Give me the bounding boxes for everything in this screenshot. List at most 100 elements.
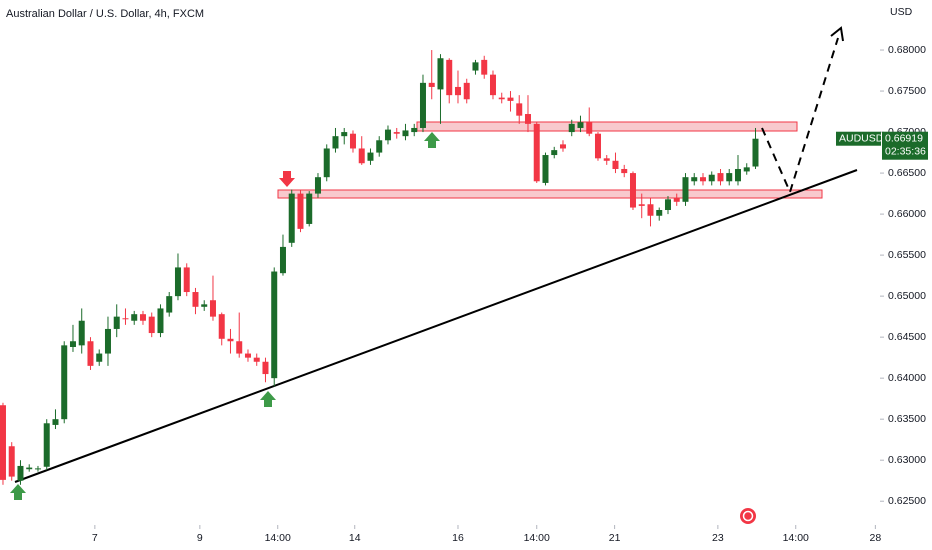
y-tick-label: 0.66500 [888, 167, 926, 179]
projection-arrowhead [830, 26, 844, 42]
y-tick-label: 0.65500 [888, 249, 926, 261]
x-tick-label: 23 [712, 532, 724, 544]
candle-body [8, 446, 15, 477]
candle-body [26, 467, 33, 470]
down-arrow [279, 171, 295, 187]
candle-body [341, 132, 348, 137]
candle-body [279, 246, 286, 274]
candle-body [717, 173, 724, 182]
candle-body [271, 271, 278, 379]
candle-body [314, 177, 321, 194]
candle-body [358, 148, 365, 164]
candle-body [288, 193, 295, 243]
candle-body [113, 316, 120, 329]
candle-body [489, 74, 496, 96]
candle-body [349, 133, 356, 149]
candle-body [209, 300, 216, 317]
x-tick-label: 14:00 [265, 532, 291, 544]
candle-body [323, 148, 330, 178]
candle-body [498, 97, 505, 100]
event-icon-detail [742, 510, 754, 522]
x-tick-label: 21 [609, 532, 621, 544]
candle-body [384, 129, 391, 141]
y-tick-label: 0.63500 [888, 413, 926, 425]
candle-body [87, 341, 94, 366]
candle-body [507, 97, 514, 101]
candle-body [306, 193, 313, 224]
price-tag-symbol-bg [836, 131, 881, 146]
candle-body [96, 353, 103, 362]
y-tick-label: 0.62500 [888, 495, 926, 507]
candle-body [743, 167, 750, 172]
candle-body [262, 361, 269, 375]
support-zone [277, 189, 823, 199]
candle-body [673, 197, 680, 202]
y-axis-label: USD [890, 6, 913, 18]
candle-body [551, 150, 558, 156]
candles [0, 50, 759, 485]
candle-body [752, 138, 759, 167]
y-tick-label: 0.68000 [888, 44, 926, 56]
candle-body [253, 357, 260, 362]
candle-body [61, 345, 68, 420]
price-tag-bg [882, 131, 928, 160]
candle-body [78, 320, 85, 346]
y-tick-label: 0.66000 [888, 208, 926, 220]
projection-path [761, 37, 839, 195]
candle-body [524, 114, 531, 124]
y-tick-label: 0.65000 [888, 290, 926, 302]
candle-body [734, 168, 741, 182]
candle-body [586, 122, 593, 134]
candle-body [446, 59, 453, 96]
candle-body [332, 136, 339, 149]
candle-body [201, 304, 208, 307]
candle-body [682, 177, 689, 202]
candle-body [428, 82, 435, 87]
chart-title: Australian Dollar / U.S. Dollar, 4h, FXC… [6, 8, 204, 20]
candle-body [726, 173, 733, 182]
candle-body [472, 62, 479, 71]
candle-body [463, 82, 470, 100]
candle-body [656, 210, 663, 216]
candle-body [437, 58, 444, 90]
candle-body [638, 204, 645, 206]
up-arrow [424, 132, 440, 148]
candle-body [244, 353, 251, 358]
x-tick-label: 9 [197, 532, 203, 544]
up-arrow [260, 391, 276, 407]
x-tick-label: 14:00 [524, 532, 550, 544]
candle-body [454, 86, 461, 96]
candle-body [629, 173, 636, 208]
x-tick-label: 7 [92, 532, 98, 544]
trend-line [14, 169, 858, 483]
candle-body [34, 468, 41, 470]
candle-body [218, 314, 225, 339]
candle-body [52, 419, 59, 425]
candle-body [691, 177, 698, 182]
candle-body [393, 132, 400, 134]
event-icon [740, 508, 756, 524]
candle-body [559, 144, 566, 149]
candle-body [183, 267, 190, 293]
price-tag-symbol: AUDUSD [839, 132, 884, 144]
y-tick-label: 0.63000 [888, 454, 926, 466]
candle-body [192, 292, 199, 307]
y-tick-label: 0.67500 [888, 85, 926, 97]
candle-body [69, 341, 76, 347]
candle-body [236, 341, 243, 354]
candle-body [577, 122, 584, 128]
price-tag-price: 0.66919 [885, 132, 923, 144]
x-tick-label: 28 [870, 532, 882, 544]
candle-body [122, 318, 129, 320]
y-tick-label: 0.64500 [888, 331, 926, 343]
candle-body [481, 59, 488, 75]
candle-body [157, 308, 164, 334]
y-tick-label: 0.64000 [888, 372, 926, 384]
candle-body [43, 423, 50, 467]
candle-body [131, 314, 138, 321]
candle-body [297, 193, 304, 229]
candle-body [612, 160, 619, 169]
candle-body [516, 103, 523, 116]
candle-body [664, 199, 671, 210]
x-tick-label: 14 [349, 532, 361, 544]
